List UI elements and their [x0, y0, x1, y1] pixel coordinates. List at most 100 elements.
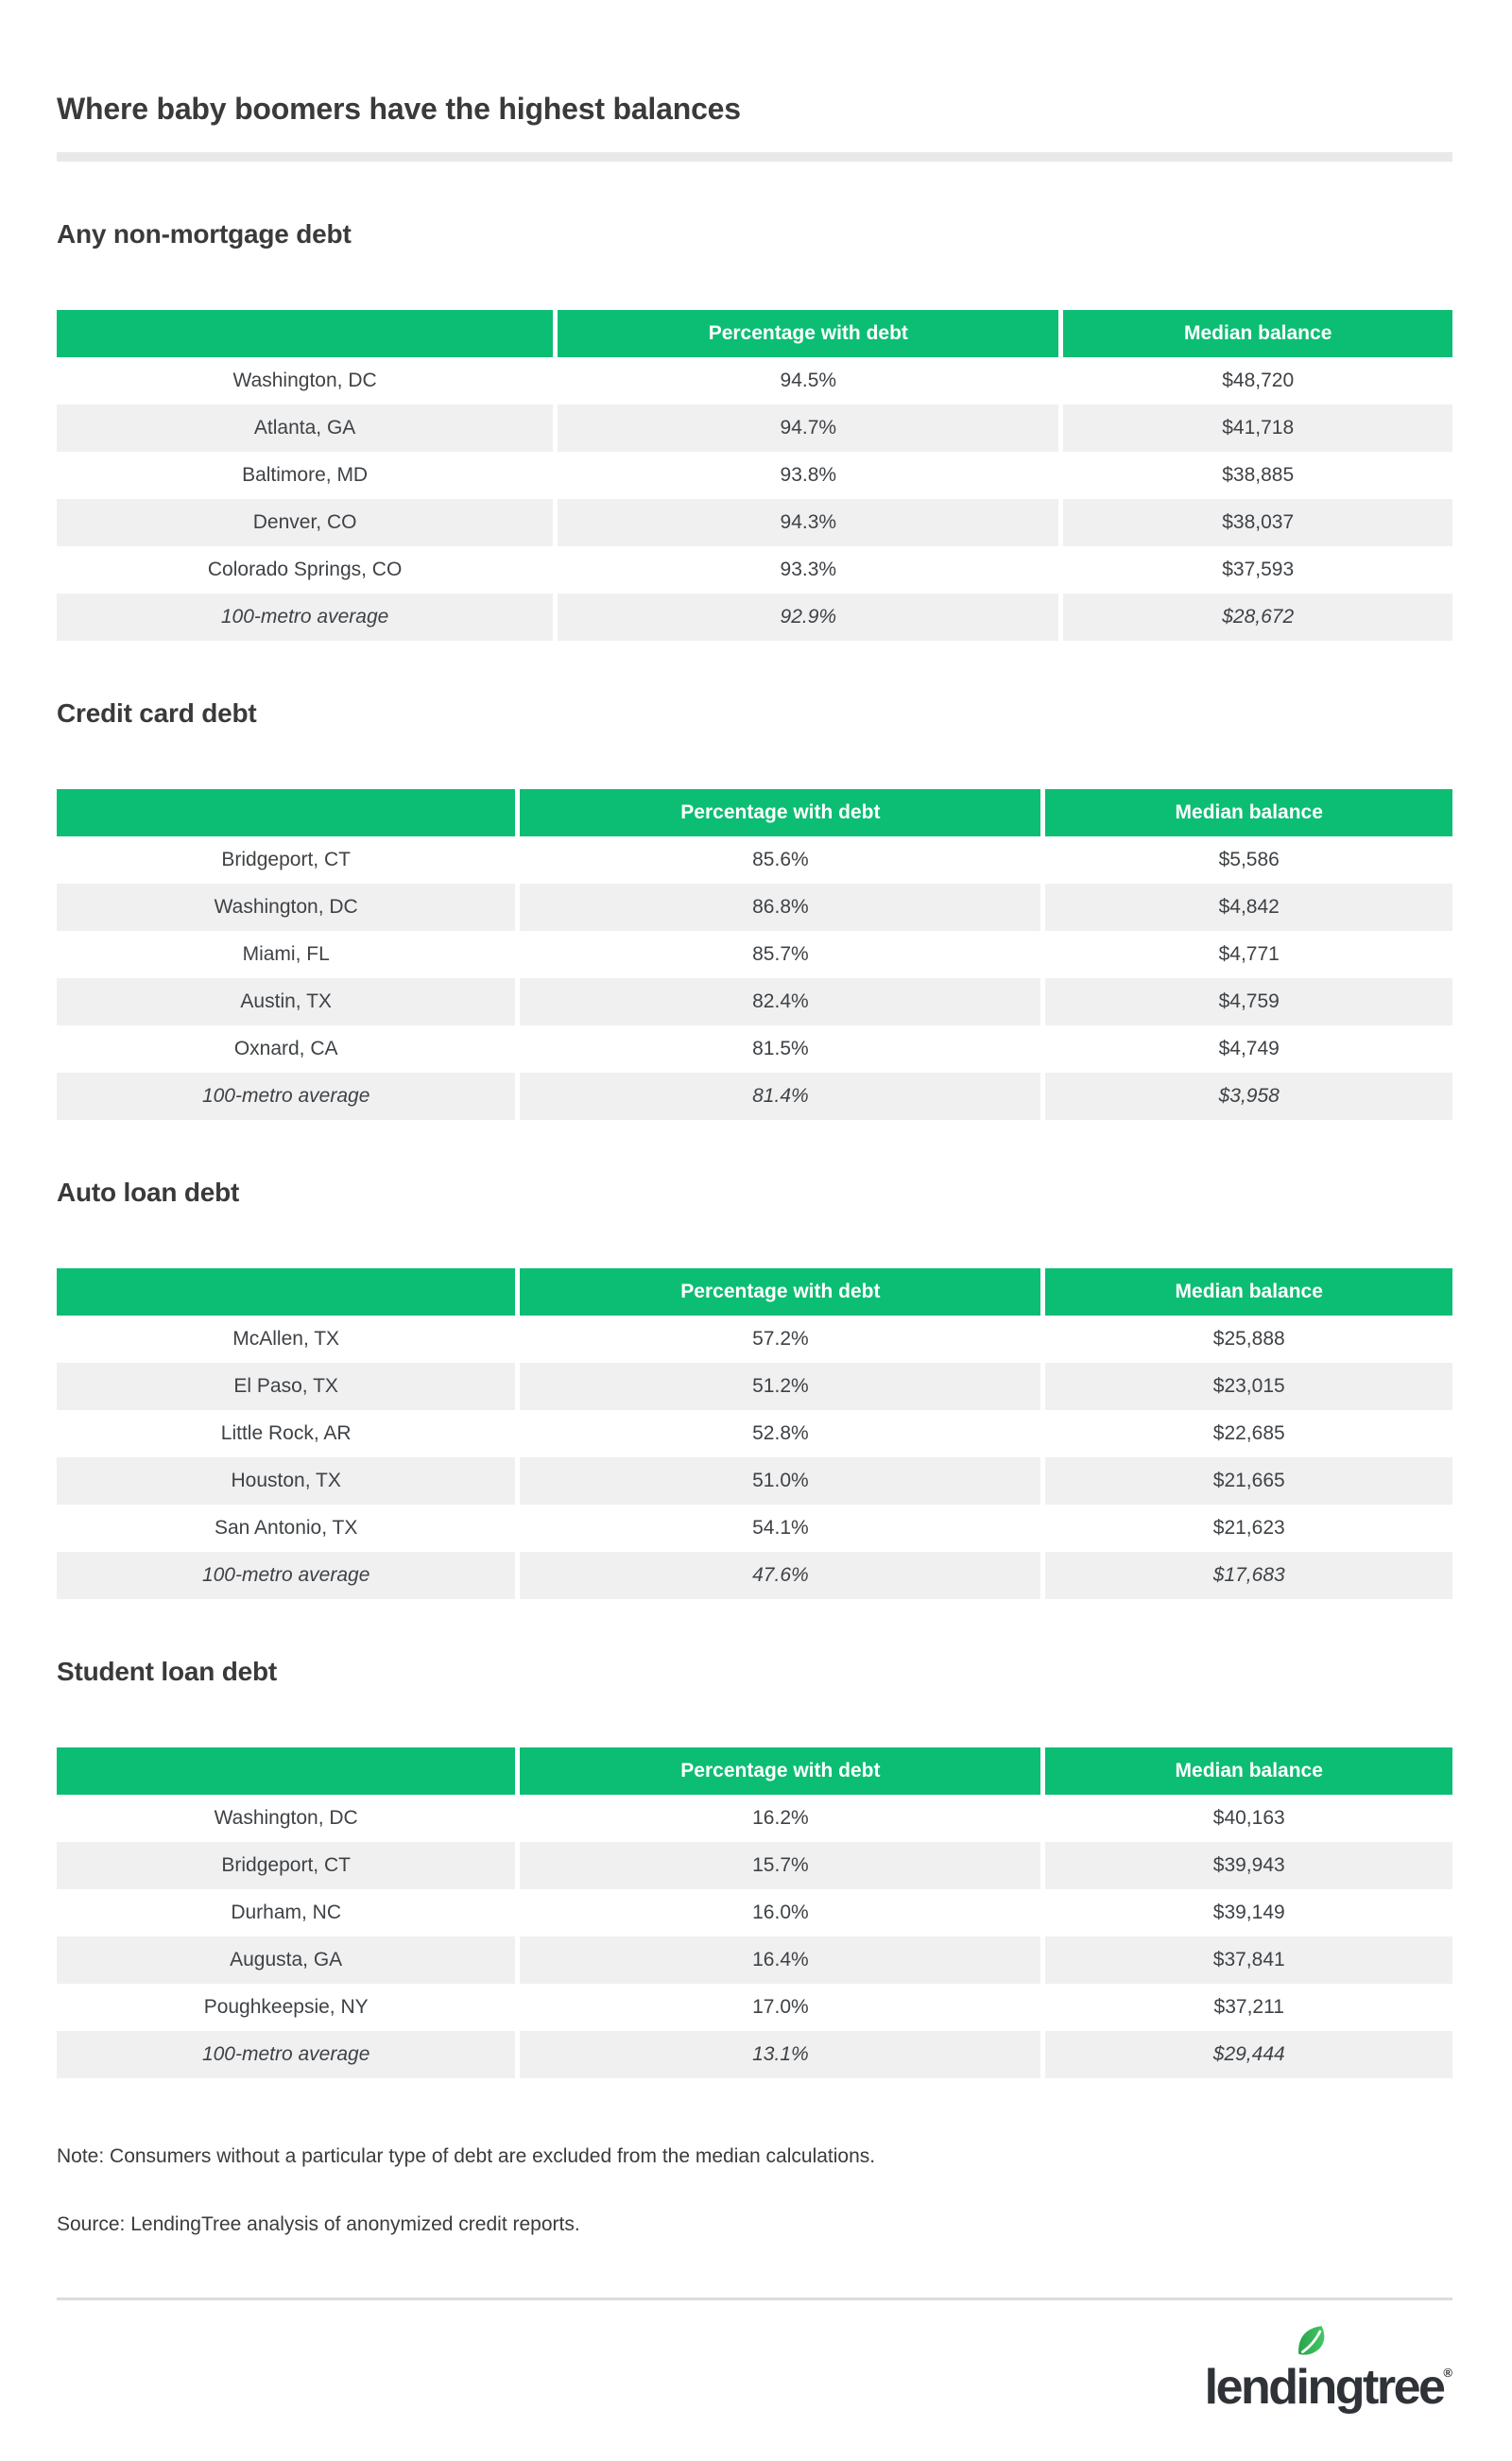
metro-cell: Denver, CO [57, 499, 554, 546]
percentage-cell: 51.2% [520, 1363, 1041, 1410]
balance-cell: $25,888 [1045, 1316, 1452, 1363]
section-heading: Auto loan debt [57, 1178, 240, 1207]
section-auto-loan-debt: Auto loan debt Percentage with debt Medi… [57, 1177, 1452, 1599]
column-header-balance: Median balance [1045, 789, 1452, 836]
metro-cell: Bridgeport, CT [57, 1842, 516, 1889]
percentage-cell: 57.2% [520, 1316, 1041, 1363]
metro-cell: Washington, DC [57, 1795, 516, 1842]
percentage-cell: 94.3% [558, 499, 1059, 546]
table-row-average: 100-metro average 81.4% $3,958 [57, 1073, 1452, 1120]
source-text: Source: LendingTree analysis of anonymiz… [57, 2213, 580, 2235]
column-header-metro [57, 310, 554, 357]
table-header-row: Percentage with debt Median balance [57, 1747, 1452, 1795]
column-header-metro [57, 1747, 516, 1795]
debt-table: Percentage with debt Median balance Wash… [57, 310, 1452, 641]
balance-cell: $21,665 [1045, 1457, 1452, 1505]
percentage-cell: 92.9% [558, 594, 1059, 641]
balance-cell: $4,759 [1045, 978, 1452, 1025]
debt-table: Percentage with debt Median balance Brid… [57, 789, 1452, 1120]
table-row-average: 100-metro average 13.1% $29,444 [57, 2031, 1452, 2078]
balance-cell: $39,943 [1045, 1842, 1452, 1889]
table-header-row: Percentage with debt Median balance [57, 1268, 1452, 1316]
table-row: Miami, FL 85.7% $4,771 [57, 931, 1452, 978]
balance-cell: $3,958 [1045, 1073, 1452, 1120]
balance-cell: $38,037 [1063, 499, 1452, 546]
section-credit-card-debt: Credit card debt Percentage with debt Me… [57, 697, 1452, 1120]
lendingtree-logo: lendingtree® [1205, 2323, 1452, 2414]
metro-cell: 100-metro average [57, 2031, 516, 2078]
percentage-cell: 86.8% [520, 884, 1041, 931]
balance-cell: $37,841 [1045, 1936, 1452, 1984]
section-heading: Any non-mortgage debt [57, 219, 352, 249]
table-row: Poughkeepsie, NY 17.0% $37,211 [57, 1984, 1452, 2031]
balance-cell: $39,149 [1045, 1889, 1452, 1936]
metro-cell: Washington, DC [57, 357, 554, 404]
table-header-row: Percentage with debt Median balance [57, 789, 1452, 836]
table-row: Washington, DC 94.5% $48,720 [57, 357, 1452, 404]
balance-cell: $5,586 [1045, 836, 1452, 884]
table-header-row: Percentage with debt Median balance [57, 310, 1452, 357]
metro-cell: Augusta, GA [57, 1936, 516, 1984]
table-row: Oxnard, CA 81.5% $4,749 [57, 1025, 1452, 1073]
balance-cell: $21,623 [1045, 1505, 1452, 1552]
percentage-cell: 16.2% [520, 1795, 1041, 1842]
metro-cell: 100-metro average [57, 594, 554, 641]
metro-cell: Miami, FL [57, 931, 516, 978]
percentage-cell: 85.7% [520, 931, 1041, 978]
table-row-average: 100-metro average 92.9% $28,672 [57, 594, 1452, 641]
balance-cell: $22,685 [1045, 1410, 1452, 1457]
table-row: Durham, NC 16.0% $39,149 [57, 1889, 1452, 1936]
metro-cell: San Antonio, TX [57, 1505, 516, 1552]
wordmark: lendingtree [1204, 2360, 1446, 2415]
percentage-cell: 81.4% [520, 1073, 1041, 1120]
registered-mark: ® [1443, 2366, 1452, 2380]
percentage-cell: 47.6% [520, 1552, 1041, 1599]
balance-cell: $4,771 [1045, 931, 1452, 978]
table-row: Bridgeport, CT 85.6% $5,586 [57, 836, 1452, 884]
table-row: Augusta, GA 16.4% $37,841 [57, 1936, 1452, 1984]
column-header-metro [57, 1268, 516, 1316]
percentage-cell: 94.7% [558, 404, 1059, 452]
section-heading: Student loan debt [57, 1657, 278, 1686]
metro-cell: Poughkeepsie, NY [57, 1984, 516, 2031]
metro-cell: El Paso, TX [57, 1363, 516, 1410]
percentage-cell: 54.1% [520, 1505, 1041, 1552]
percentage-cell: 85.6% [520, 836, 1041, 884]
note-text: Note: Consumers without a particular typ… [57, 2145, 876, 2167]
metro-cell: Baltimore, MD [57, 452, 554, 499]
percentage-cell: 15.7% [520, 1842, 1041, 1889]
balance-cell: $28,672 [1063, 594, 1452, 641]
metro-cell: Little Rock, AR [57, 1410, 516, 1457]
column-header-balance: Median balance [1045, 1268, 1452, 1316]
debt-table: Percentage with debt Median balance Wash… [57, 1747, 1452, 2078]
percentage-cell: 93.8% [558, 452, 1059, 499]
column-header-balance: Median balance [1045, 1747, 1452, 1795]
metro-cell: Washington, DC [57, 884, 516, 931]
page-title: Where baby boomers have the highest bala… [57, 92, 741, 126]
balance-cell: $37,593 [1063, 546, 1452, 594]
table-row: Baltimore, MD 93.8% $38,885 [57, 452, 1452, 499]
balance-cell: $4,749 [1045, 1025, 1452, 1073]
table-row: Austin, TX 82.4% $4,759 [57, 978, 1452, 1025]
metro-cell: Atlanta, GA [57, 404, 554, 452]
percentage-cell: 51.0% [520, 1457, 1041, 1505]
column-header-metro [57, 789, 516, 836]
percentage-cell: 82.4% [520, 978, 1041, 1025]
percentage-cell: 52.8% [520, 1410, 1041, 1457]
column-header-percentage: Percentage with debt [520, 789, 1041, 836]
table-row: McAllen, TX 57.2% $25,888 [57, 1316, 1452, 1363]
balance-cell: $29,444 [1045, 2031, 1452, 2078]
table-row: El Paso, TX 51.2% $23,015 [57, 1363, 1452, 1410]
metro-cell: 100-metro average [57, 1073, 516, 1120]
column-header-balance: Median balance [1063, 310, 1452, 357]
section-any-non-mortgage-debt: Any non-mortgage debt Percentage with de… [57, 218, 1452, 641]
percentage-cell: 13.1% [520, 2031, 1041, 2078]
column-header-percentage: Percentage with debt [520, 1268, 1041, 1316]
column-header-percentage: Percentage with debt [520, 1747, 1041, 1795]
bottom-divider [57, 2298, 1452, 2300]
metro-cell: Oxnard, CA [57, 1025, 516, 1073]
percentage-cell: 81.5% [520, 1025, 1041, 1073]
table-row: San Antonio, TX 54.1% $21,623 [57, 1505, 1452, 1552]
balance-cell: $38,885 [1063, 452, 1452, 499]
metro-cell: Bridgeport, CT [57, 836, 516, 884]
